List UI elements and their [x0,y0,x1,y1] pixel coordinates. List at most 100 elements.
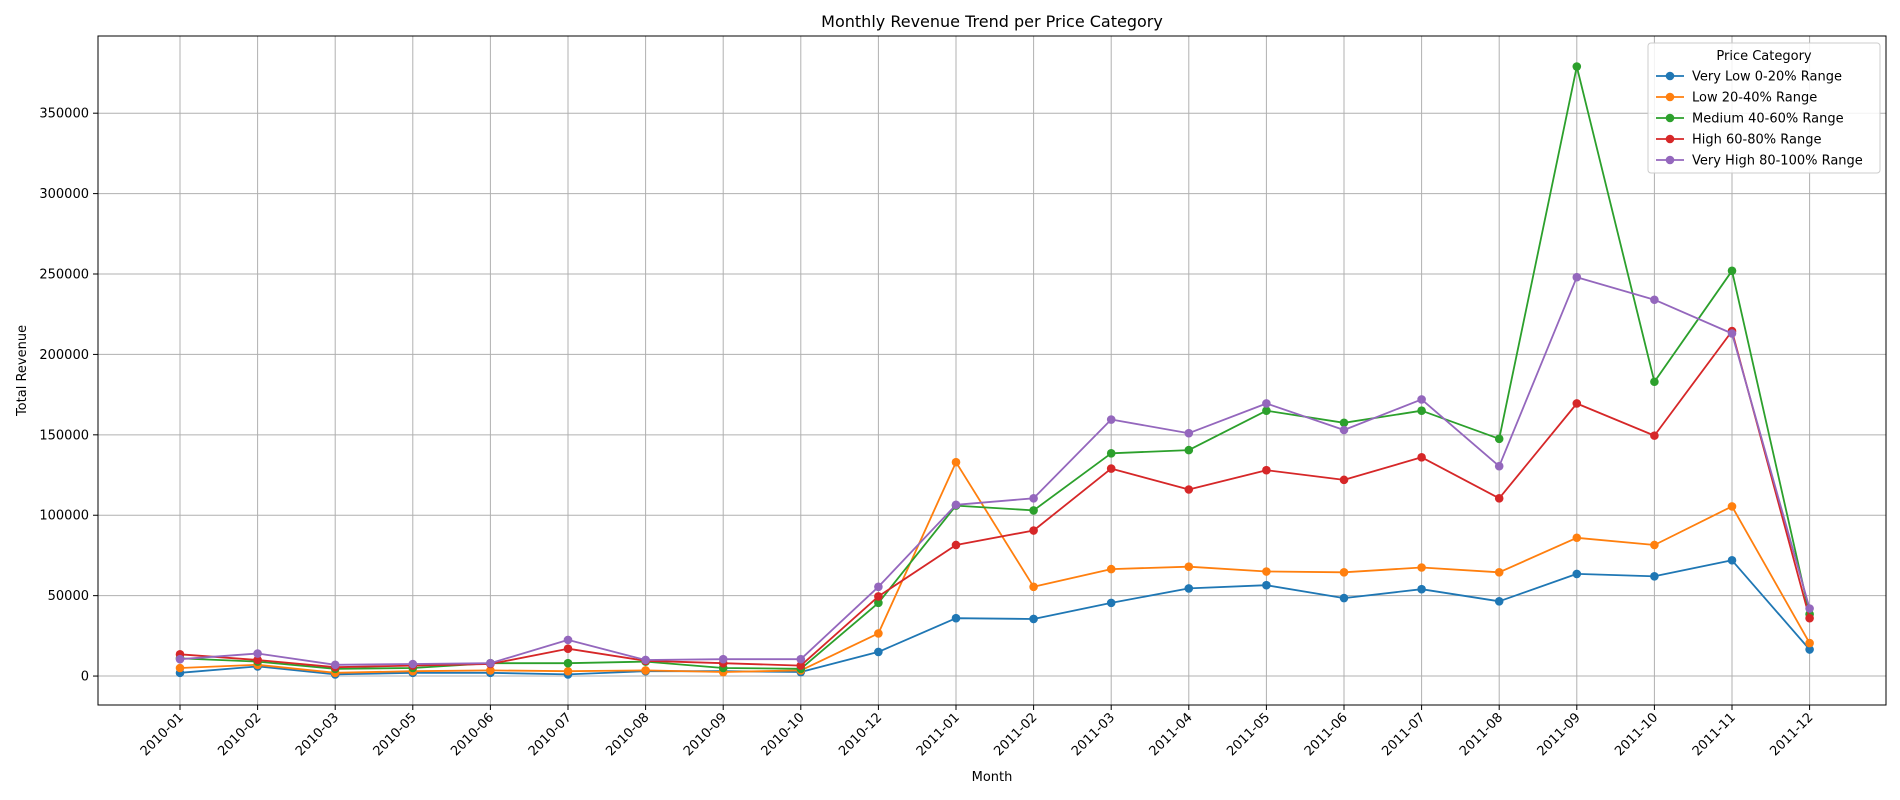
legend-label: Low 20-40% Range [1692,91,1817,106]
data-point [1805,638,1814,648]
legend-label: Very Low 0-20% Range [1692,70,1842,85]
legend-entry: Very High 80-100% Range [1656,154,1863,169]
legend-entry: Medium 40-60% Range [1656,112,1844,127]
series-line [179,461,1811,674]
data-point [563,666,573,676]
series-5 [175,272,1814,670]
data-point [1029,614,1038,624]
legend: Price Category Very Low 0-20% Range Low 20… [1647,42,1881,174]
data-point [874,629,883,638]
y-axis: 0 50000 100000 150000 200000 250000 300000 3500… [39,107,98,685]
data-point [874,582,883,592]
data-point [1106,598,1116,608]
data-point [1106,564,1116,574]
data-point [1262,399,1271,408]
series-2 [175,457,1814,678]
legend-label: High 60-80% Range [1692,133,1821,148]
data-point [1494,434,1504,444]
data-point [1262,465,1271,475]
data-point [1417,584,1426,594]
data-point [1262,580,1271,590]
data-point [1572,569,1582,579]
data-point [1727,555,1737,565]
data-point [1029,526,1038,535]
grid [98,36,1886,705]
series-line [179,276,1811,666]
data-point [1029,494,1038,503]
data-point [1106,415,1116,424]
data-point [1029,506,1038,515]
data-point [1339,418,1349,428]
legend-label: Medium 40-60% Range [1692,112,1844,127]
data-point [408,659,418,669]
data-point [253,655,262,665]
data-point [175,663,185,673]
data-point [1339,593,1349,603]
data-point [1029,582,1038,592]
data-point [1262,406,1271,416]
y-tick-label: 100000 [39,509,89,524]
data-point [1417,406,1426,416]
data-point [1262,567,1271,576]
data-point [796,661,806,670]
legend-title: Price Category [1716,49,1812,64]
data-point [253,649,262,658]
y-axis-title: Total Revenue [15,325,30,417]
chart-title: Monthly Revenue Trend per Price Category [821,12,1163,31]
data-point [718,654,728,664]
data-point [1727,329,1737,338]
data-point [1727,266,1737,276]
legend-entry: Low 20-40% Range [1656,91,1817,106]
x-axis-title: Month [972,770,1013,785]
series-line [179,330,1811,669]
data-point [796,654,806,664]
legend-swatch-marker [1665,113,1675,123]
data-point [486,666,495,675]
legend-box [1647,42,1881,174]
data-point [874,592,883,601]
y-tick-label: 0 [81,670,89,685]
data-point [951,613,961,623]
data-point [1805,645,1814,654]
data-point [1494,461,1504,471]
plot-frame [97,35,1887,706]
data-point [1572,62,1582,71]
data-point [1184,562,1194,571]
data-point [175,654,185,664]
data-point [330,660,340,670]
data-point [1339,568,1349,577]
data-point [1650,572,1659,581]
legend-label: Very High 80-100% Range [1692,154,1863,169]
data-point [1805,604,1814,613]
data-point [563,644,573,654]
data-point [641,666,650,675]
series-group [175,62,1814,679]
series-line [179,559,1811,676]
data-point [1650,295,1659,305]
data-point [1572,399,1582,408]
y-tick-label: 200000 [39,348,89,363]
data-point [1494,568,1504,577]
data-point [1106,449,1116,458]
legend-swatch-marker [1665,92,1675,102]
data-point [563,635,573,645]
data-point [1184,485,1194,494]
data-point [1572,533,1582,543]
data-point [1650,377,1659,387]
data-point [1805,613,1814,623]
y-tick-label: 150000 [39,428,89,443]
legend-swatch-marker [1665,134,1675,144]
y-tick-label: 250000 [39,268,89,283]
y-tick-label: 50000 [48,589,89,604]
data-point [1494,596,1504,606]
data-point [1184,428,1194,438]
data-point [1106,464,1116,473]
data-point [951,540,961,550]
legend-entry: High 60-80% Range [1656,133,1821,148]
data-point [951,500,961,510]
data-point [1494,494,1504,503]
data-point [1572,272,1582,282]
data-point [874,647,883,657]
data-point [1339,425,1349,435]
